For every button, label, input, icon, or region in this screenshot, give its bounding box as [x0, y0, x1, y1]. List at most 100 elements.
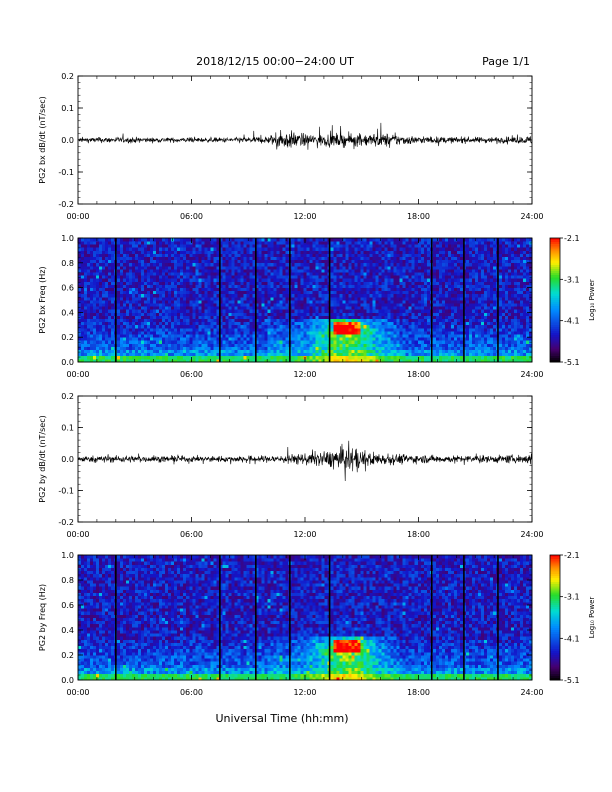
spectrogram-cell	[141, 293, 145, 298]
spectrogram-cell	[438, 303, 443, 307]
spectrogram-cell	[384, 355, 389, 360]
spectrogram-cell	[231, 269, 235, 273]
spectrogram-cell	[324, 340, 328, 344]
spectrogram-cell	[279, 287, 283, 292]
spectrogram-cell	[117, 238, 121, 242]
spectrogram-cell	[111, 269, 115, 273]
spectrogram-cell	[180, 334, 184, 338]
spectrogram-cell	[363, 272, 368, 276]
spectrogram-cell	[291, 355, 295, 360]
spectrogram-cell	[270, 346, 274, 350]
spectrogram-cell	[252, 244, 256, 248]
spectrogram-cell	[351, 265, 356, 270]
spectrogram-cell	[372, 334, 377, 338]
spectrogram-cell	[387, 250, 392, 254]
spectrogram-cell	[363, 306, 368, 310]
spectrogram-cell	[243, 355, 247, 360]
spectrogram-cell	[165, 238, 169, 242]
spectrogram-cell	[378, 269, 383, 273]
spectrogram-cell	[402, 259, 407, 264]
spectrogram-cell	[363, 337, 368, 341]
spectrogram-cell	[135, 284, 139, 288]
spectrogram-cell	[246, 293, 250, 298]
spectrogram-cell	[291, 290, 295, 295]
spectrogram-cell	[333, 241, 337, 245]
spectrogram-cell	[108, 312, 112, 316]
spectrogram-cell	[267, 272, 271, 276]
spectrogram-cell	[321, 250, 325, 254]
spectrogram-cell	[321, 300, 325, 304]
spectrogram-cell	[78, 352, 82, 357]
spectrogram-cell	[210, 253, 214, 257]
spectrogram-cell	[291, 309, 295, 313]
spectrogram-cell	[354, 265, 359, 270]
spectrogram-cell	[192, 309, 196, 313]
spectrogram-cell	[414, 343, 419, 347]
spectrogram-cell	[96, 331, 100, 335]
spectrogram-cell	[294, 352, 298, 357]
spectrogram-cell	[129, 312, 133, 316]
spectrogram-cell	[81, 259, 85, 264]
spectrogram-cell	[99, 349, 103, 354]
spectrogram-cell	[96, 262, 100, 267]
spectrogram-cell	[285, 250, 289, 254]
spectrogram-cell	[93, 284, 97, 288]
spectrogram-cell	[294, 250, 298, 254]
spectrogram-cell	[339, 259, 343, 264]
spectrogram-cell	[180, 355, 184, 360]
spectrogram-cell	[372, 247, 377, 251]
spectrogram-cell	[159, 303, 163, 307]
spectrogram-cell	[177, 312, 181, 316]
spectrogram-cell	[273, 256, 277, 261]
spectrogram-cell	[192, 324, 196, 329]
spectrogram-cell	[372, 358, 377, 363]
spectrogram-cell	[156, 253, 160, 257]
spectrogram-cell	[285, 275, 289, 279]
spectrogram-cell	[399, 346, 404, 350]
spectrogram-cell	[165, 250, 169, 254]
spectrogram-cell	[276, 287, 280, 292]
spectrogram-cell	[315, 321, 319, 326]
spectrogram-cell	[135, 315, 139, 319]
spectrogram-cell	[408, 346, 413, 350]
spectrogram-cell	[240, 343, 244, 347]
spectrogram-cell	[306, 287, 310, 292]
spectrogram-cell	[225, 312, 229, 316]
spectrogram-cell	[207, 265, 211, 270]
spectrogram-cell	[270, 241, 274, 245]
spectrogram-cell	[405, 262, 410, 267]
spectrogram-cell	[96, 238, 100, 242]
spectrogram-cell	[150, 250, 154, 254]
spectrogram-cell	[297, 259, 301, 264]
spectrogram-cell	[249, 284, 253, 288]
spectrogram-cell	[189, 324, 193, 329]
spectrogram-cell	[150, 343, 154, 347]
spectrogram-cell	[135, 337, 139, 341]
spectrogram-cell	[216, 290, 220, 295]
spectrogram-cell	[279, 318, 283, 323]
spectrogram-cell	[384, 340, 389, 344]
spectrogram-cell	[189, 259, 193, 264]
spectrogram-cell	[312, 343, 316, 347]
spectrogram-cell	[276, 315, 280, 319]
spectrogram-cell	[225, 269, 229, 273]
spectrogram-cell	[234, 278, 238, 282]
spectrogram-cell	[303, 281, 307, 285]
spectrogram-cell	[132, 238, 136, 242]
spectrogram-cell	[303, 309, 307, 313]
spectrogram-cell	[234, 321, 238, 326]
spectrogram-cell	[198, 281, 202, 285]
spectrogram-cell	[390, 337, 395, 341]
spectrogram-cell	[144, 287, 148, 292]
spectrogram-cell	[375, 259, 380, 264]
spectrogram-cell	[423, 272, 428, 276]
spectrogram-cell	[117, 312, 121, 316]
spectrogram-cell	[291, 269, 295, 273]
spectrogram-cell	[105, 262, 109, 267]
spectrogram-cell	[366, 287, 371, 292]
spectrogram-cell	[408, 340, 413, 344]
spectrogram-cell	[324, 355, 328, 360]
spectrogram-cell	[399, 244, 404, 248]
spectrogram-cell	[165, 256, 169, 261]
spectrogram-cell	[195, 290, 199, 295]
